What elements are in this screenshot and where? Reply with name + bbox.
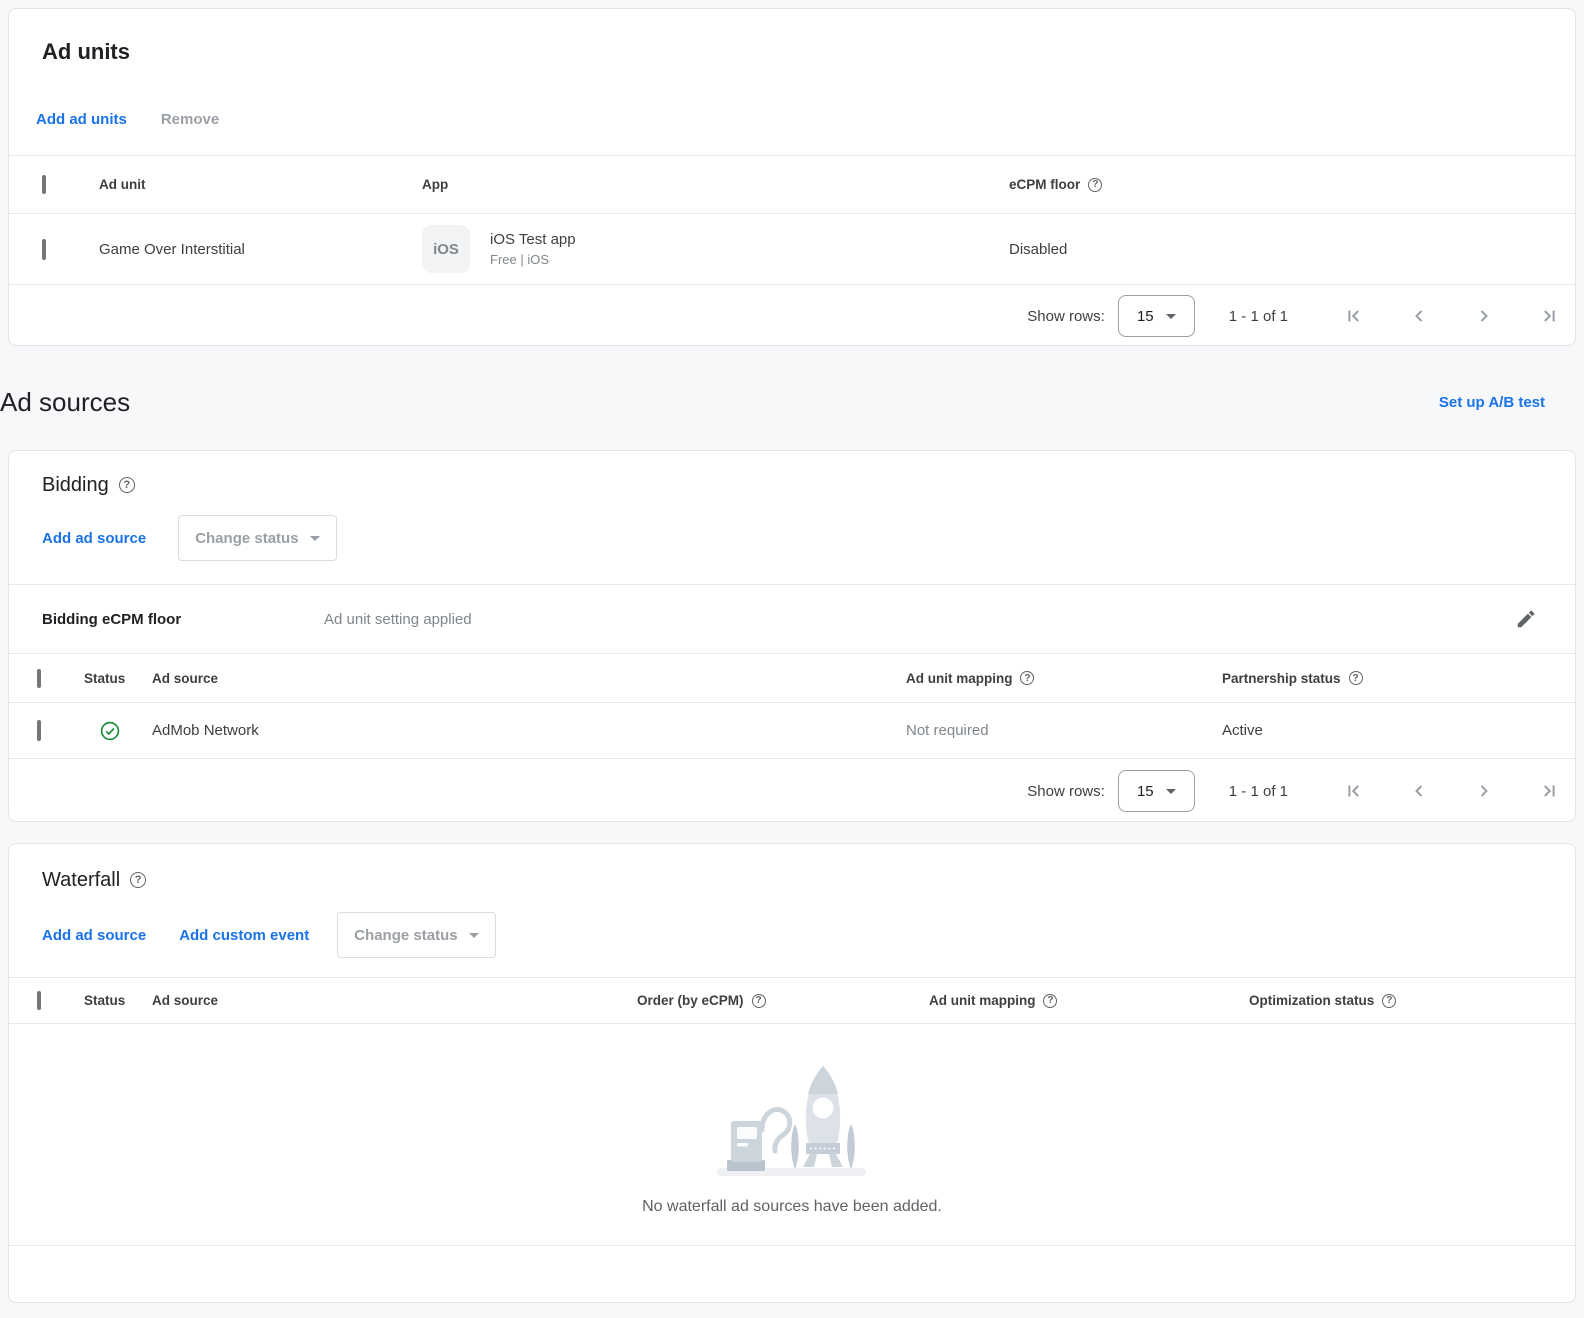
ad-source-name: AdMob Network bbox=[152, 722, 259, 739]
next-page-icon[interactable] bbox=[1464, 294, 1504, 338]
column-status: Status bbox=[84, 993, 126, 1008]
row-checkbox[interactable] bbox=[37, 720, 41, 741]
show-rows-label: Show rows: bbox=[1027, 307, 1105, 325]
help-icon[interactable] bbox=[751, 993, 766, 1008]
add-ad-source-link[interactable]: Add ad source bbox=[42, 529, 147, 547]
remove-link[interactable]: Remove bbox=[160, 110, 220, 128]
help-icon[interactable] bbox=[1382, 993, 1397, 1008]
bidding-title: Bidding bbox=[42, 473, 109, 496]
column-ad-unit-mapping: Ad unit mapping bbox=[906, 670, 1013, 686]
waterfall-table-header: Status Ad source Order (by eCPM) Ad unit… bbox=[9, 977, 1575, 1023]
column-ad-unit: Ad unit bbox=[99, 177, 146, 192]
help-icon[interactable] bbox=[1088, 177, 1103, 192]
column-partnership-status: Partnership status bbox=[1222, 670, 1341, 686]
help-icon[interactable] bbox=[1348, 671, 1363, 685]
bidding-header: Bidding Add ad source Change status bbox=[9, 451, 1575, 584]
waterfall-header: Waterfall Add ad source Add custom event… bbox=[9, 844, 1575, 977]
select-all-checkbox[interactable] bbox=[37, 991, 41, 1010]
bidding-ecpm-floor-value: Ad unit setting applied bbox=[324, 610, 472, 628]
ad-units-header: Ad units Add ad units Remove bbox=[9, 9, 1575, 155]
column-app: App bbox=[422, 177, 449, 192]
check-circle-icon bbox=[100, 721, 120, 740]
select-all-checkbox[interactable] bbox=[37, 668, 41, 688]
ad-units-card: Ad units Add ad units Remove Ad unit App… bbox=[8, 8, 1576, 346]
empty-state-message: No waterfall ad sources have been added. bbox=[642, 1197, 942, 1215]
page-size-select[interactable]: 15 bbox=[1117, 295, 1195, 337]
ios-app-icon: iOS bbox=[422, 225, 470, 273]
app-name: iOS Test app bbox=[490, 231, 576, 248]
column-optimization-status: Optimization status bbox=[1249, 993, 1375, 1008]
column-status: Status bbox=[84, 670, 126, 686]
row-checkbox[interactable] bbox=[42, 238, 46, 260]
help-icon[interactable] bbox=[1043, 993, 1058, 1008]
page-range: 1 - 1 of 1 bbox=[1228, 782, 1288, 800]
first-page-icon[interactable] bbox=[1334, 294, 1374, 338]
column-ad-source: Ad source bbox=[152, 670, 219, 686]
ad-unit-name: Game Over Interstitial bbox=[99, 240, 245, 258]
bidding-card: Bidding Add ad source Change status Bidd… bbox=[8, 450, 1576, 822]
edit-pencil-icon[interactable] bbox=[1513, 606, 1539, 632]
table-row[interactable]: AdMob Network Not required Active bbox=[9, 702, 1575, 758]
bidding-pagination: Show rows: 15 1 - 1 of 1 bbox=[9, 758, 1575, 821]
column-ad-unit-mapping: Ad unit mapping bbox=[929, 993, 1036, 1008]
column-ad-source: Ad source bbox=[152, 993, 219, 1008]
app-meta: Free | iOS bbox=[490, 252, 550, 267]
page-range: 1 - 1 of 1 bbox=[1228, 307, 1288, 325]
page-size-select[interactable]: 15 bbox=[1117, 770, 1195, 812]
ad-units-table-header: Ad unit App eCPM floor bbox=[9, 155, 1575, 213]
waterfall-title: Waterfall bbox=[42, 868, 121, 891]
show-rows-label: Show rows: bbox=[1027, 782, 1105, 800]
bidding-ecpm-floor-label: Bidding eCPM floor bbox=[42, 610, 182, 628]
dropdown-arrow-icon bbox=[1165, 788, 1176, 794]
last-page-icon[interactable] bbox=[1529, 294, 1569, 338]
previous-page-icon[interactable] bbox=[1399, 294, 1439, 338]
ad-units-pagination: Show rows: 15 1 - 1 of 1 bbox=[9, 284, 1575, 345]
waterfall-empty-state: No waterfall ad sources have been added. bbox=[9, 1023, 1575, 1245]
column-ecpm-floor: eCPM floor bbox=[1009, 177, 1081, 192]
add-ad-units-link[interactable]: Add ad units bbox=[36, 110, 127, 128]
set-up-ab-test-link[interactable]: Set up A/B test bbox=[1438, 393, 1545, 411]
table-row[interactable]: Game Over Interstitial iOS iOS Test app … bbox=[9, 213, 1575, 284]
add-ad-source-link[interactable]: Add ad source bbox=[42, 926, 147, 944]
ecpm-floor-value: Disabled bbox=[1009, 240, 1068, 258]
change-status-button[interactable]: Change status bbox=[337, 912, 496, 958]
ad-units-title: Ad units bbox=[42, 39, 130, 64]
column-order: Order (by eCPM) bbox=[637, 993, 744, 1008]
last-page-icon[interactable] bbox=[1529, 769, 1569, 813]
waterfall-card: Waterfall Add ad source Add custom event… bbox=[8, 843, 1576, 1303]
bidding-table-header: Status Ad source Ad unit mapping Partner… bbox=[9, 653, 1575, 702]
ad-unit-mapping-value: Not required bbox=[906, 722, 989, 739]
change-status-button[interactable]: Change status bbox=[178, 515, 337, 561]
dropdown-arrow-icon bbox=[309, 535, 320, 541]
partnership-status-value: Active bbox=[1222, 722, 1263, 739]
next-page-icon[interactable] bbox=[1464, 769, 1504, 813]
ad-sources-title: Ad sources bbox=[0, 386, 131, 417]
help-icon[interactable] bbox=[1020, 671, 1035, 685]
bidding-ecpm-floor-row: Bidding eCPM floor Ad unit setting appli… bbox=[9, 584, 1575, 653]
previous-page-icon[interactable] bbox=[1399, 769, 1439, 813]
help-icon[interactable] bbox=[130, 872, 147, 888]
add-custom-event-link[interactable]: Add custom event bbox=[179, 926, 310, 944]
select-all-checkbox[interactable] bbox=[42, 175, 46, 194]
waterfall-footer bbox=[9, 1245, 1575, 1302]
first-page-icon[interactable] bbox=[1334, 769, 1374, 813]
help-icon[interactable] bbox=[118, 477, 135, 493]
dropdown-arrow-icon bbox=[1165, 313, 1176, 319]
ad-sources-section-bar: Ad sources Set up A/B test bbox=[0, 346, 1584, 450]
rocket-fuel-illustration bbox=[717, 1065, 866, 1176]
dropdown-arrow-icon bbox=[468, 932, 479, 938]
